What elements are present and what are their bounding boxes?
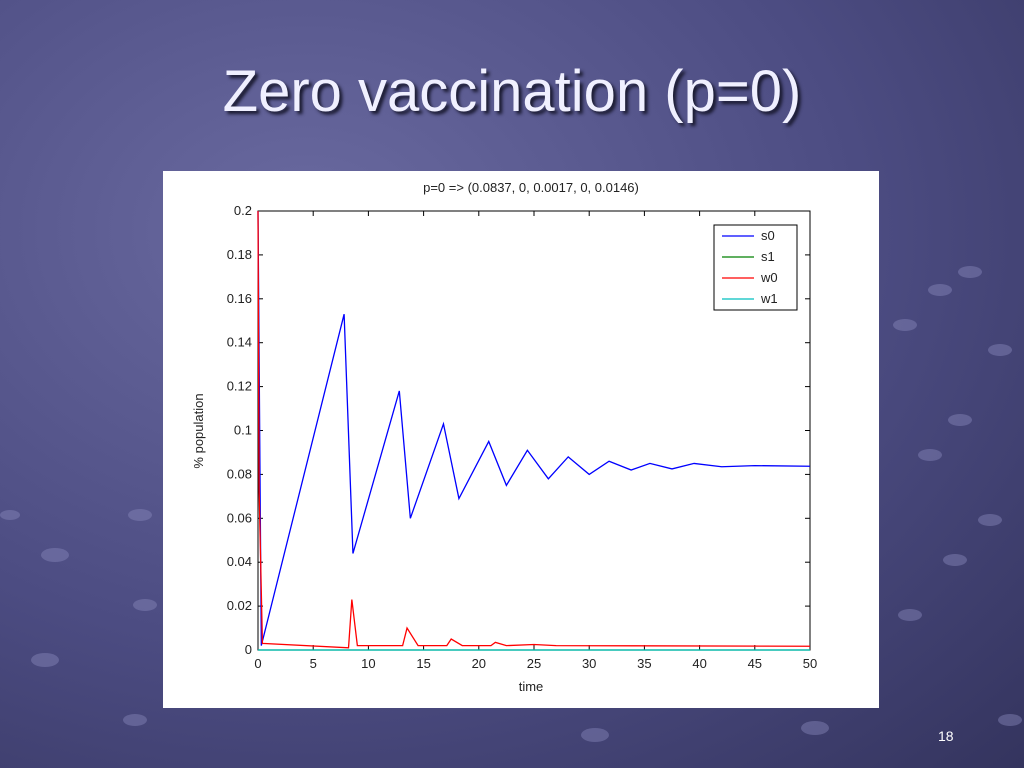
chart: p=0 => (0.0837, 0, 0.0017, 0, 0.0146) ti… <box>163 171 879 708</box>
x-tick-label: 20 <box>472 656 486 671</box>
legend-label: s0 <box>761 228 775 243</box>
y-tick-label: 0.18 <box>227 247 252 262</box>
x-tick-label: 45 <box>748 656 762 671</box>
legend-label: w1 <box>760 291 778 306</box>
legend-box <box>713 224 798 311</box>
x-tick-label: 10 <box>361 656 375 671</box>
y-tick-label: 0.12 <box>227 379 252 394</box>
x-tick-label: 30 <box>582 656 596 671</box>
x-axis-label: time <box>519 679 544 694</box>
line-series <box>257 210 811 649</box>
y-tick-label: 0.06 <box>227 510 252 525</box>
x-tick-label: 5 <box>310 656 317 671</box>
y-tick-label: 0.08 <box>227 466 252 481</box>
y-axis-label: % population <box>191 393 206 468</box>
y-tick-label: 0.1 <box>234 423 252 438</box>
slide-title: Zero vaccination (p=0) <box>222 59 802 124</box>
x-tick-label: 15 <box>416 656 430 671</box>
legend-label: s1 <box>761 249 775 264</box>
y-tick-label: 0 <box>245 642 252 657</box>
slide-number: 18 <box>938 728 954 744</box>
legend-label: w0 <box>760 270 778 285</box>
y-tick-label: 0.16 <box>227 291 252 306</box>
line-series <box>257 210 811 646</box>
y-tick-label: 0.2 <box>234 203 252 218</box>
chart-title: p=0 => (0.0837, 0, 0.0017, 0, 0.0146) <box>423 180 639 195</box>
x-tick-label: 25 <box>527 656 541 671</box>
x-tick-label: 0 <box>254 656 261 671</box>
x-tick-label: 35 <box>637 656 651 671</box>
y-tick-label: 0.14 <box>227 335 252 350</box>
y-tick-label: 0.04 <box>227 554 252 569</box>
x-tick-label: 50 <box>803 656 817 671</box>
y-tick-label: 0.02 <box>227 598 252 613</box>
x-tick-label: 40 <box>692 656 706 671</box>
